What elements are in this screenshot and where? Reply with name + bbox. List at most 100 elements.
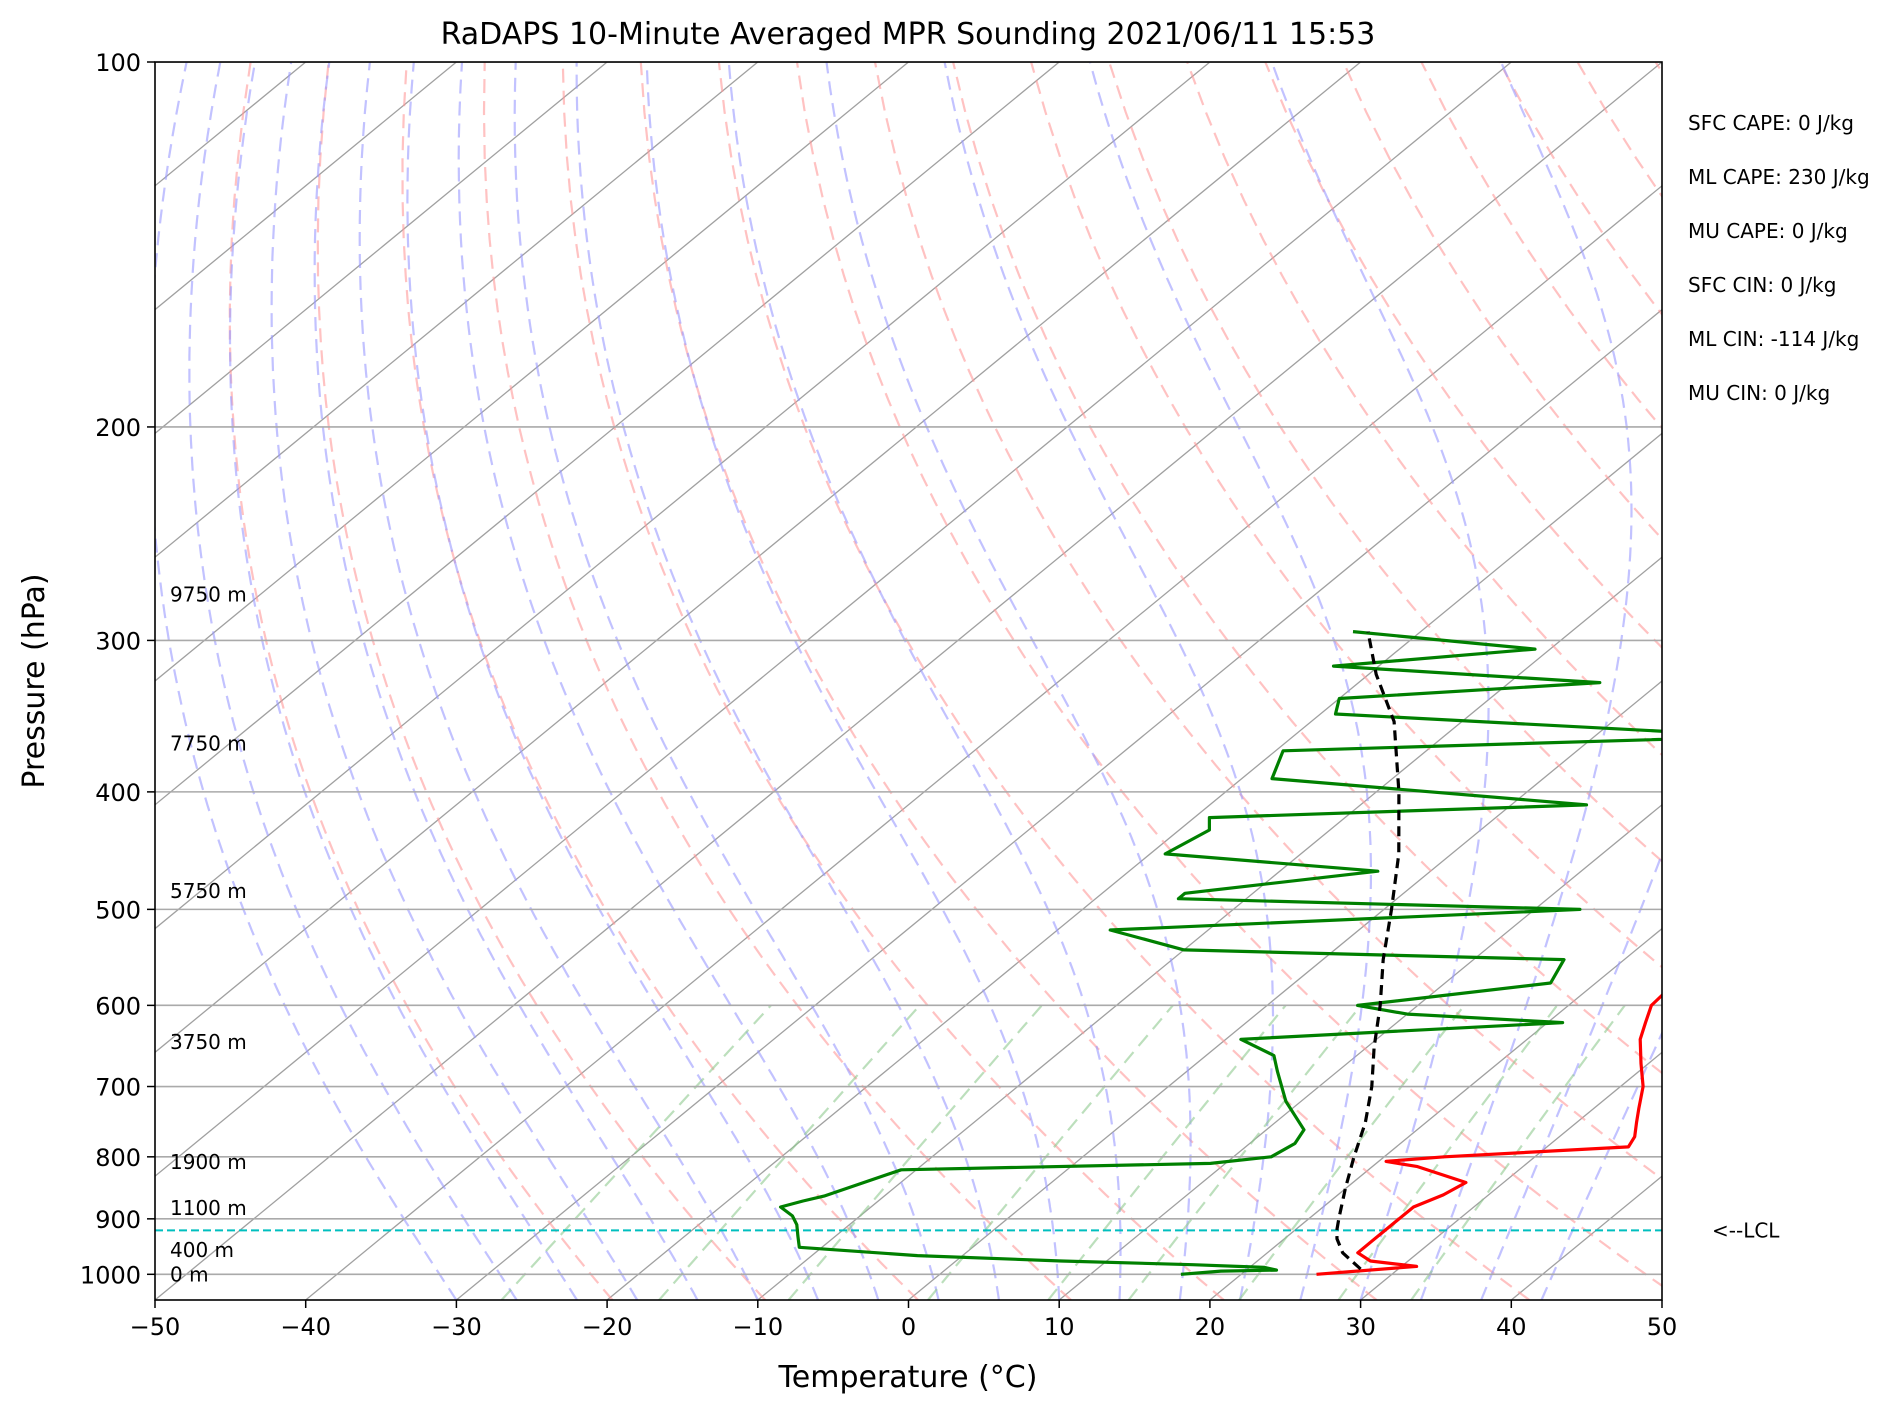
dewpoint-line [779,630,1662,1276]
moist-adiabat-line [1088,62,1372,1300]
isotherm-line [1209,927,1662,1300]
isotherm-line [155,62,1662,1300]
moist-adiabat-line [155,62,458,1300]
moist-adiabat-line [943,62,1275,1300]
y-tick-label: 600 [95,992,141,1020]
isotherm-line [155,62,909,682]
x-tick-label: 40 [1496,1313,1527,1341]
dry-adiabat-line [1264,62,1662,650]
isotherm-line [155,62,1362,1054]
mixing-ratio-line [1410,1004,1626,1300]
index-label: ML CAPE: 230 J/kg [1688,165,1870,189]
isotherm-line [757,556,1662,1300]
isotherm-line [908,680,1662,1300]
background-lines [155,62,1662,1300]
moist-adiabat-line [406,62,820,1300]
mixing-ratio-line [927,1004,1174,1300]
index-label: MU CIN: 0 J/kg [1688,381,1830,405]
isotherm-line [155,62,759,559]
index-label: ML CIN: -114 J/kg [1688,327,1859,351]
isotherm-line [1058,803,1662,1300]
chart-title: RaDAPS 10-Minute Averaged MPR Sounding 2… [441,17,1376,52]
isotherm-line [455,308,1662,1300]
dry-adiabat-line [795,62,1662,1288]
moist-adiabat-line [270,62,639,1300]
moist-adiabat-line [1270,62,1490,1300]
dry-adiabat-line [952,62,1662,1075]
x-tick-label: 20 [1195,1313,1226,1341]
height-label: 7750 m [170,732,247,756]
y-tick-label: 800 [95,1144,141,1172]
parcel-line [1335,631,1401,1271]
y-tick-label: 900 [95,1206,141,1234]
x-tick-label: −20 [582,1313,633,1341]
moist-adiabat-line [457,62,880,1300]
moist-adiabat-line [1419,62,1633,1300]
height-label: 9750 m [170,583,247,607]
index-label: SFC CIN: 0 J/kg [1688,273,1836,297]
y-axis-label: Pressure (hPa) [17,573,52,788]
isotherm-line [1360,1051,1662,1300]
x-tick-label: −10 [732,1313,783,1341]
mixing-ratio-line [658,1004,921,1300]
isotherm-line [155,62,1512,1178]
dry-adiabat-line [639,62,1378,1300]
isotherm-line [155,62,608,435]
x-tick-label: −40 [280,1313,331,1341]
moist-adiabat-line [1540,1030,1662,1300]
mixing-ratio-line [1127,1004,1362,1300]
y-tick-label: 400 [95,779,141,807]
profile-lines [779,630,1662,1276]
dry-adiabat-line [482,62,1072,1300]
height-label: 1100 m [170,1196,247,1220]
y-tick-label: 300 [95,627,141,655]
moist-adiabat-line [825,62,1192,1300]
moist-adiabat-line [1480,851,1662,1300]
axis-ticks: −50 −40 −30 −20 −10 0 10 20 30 40 50 100 200 300 400 50… [80,49,1677,1341]
moist-adiabat-line [727,62,1122,1300]
height-label: 400 m [170,1238,234,1262]
isotherm-line [155,62,457,311]
index-label: SFC CAPE: 0 J/kg [1688,111,1854,135]
dry-adiabat-line [1030,62,1662,969]
x-tick-label: −30 [431,1313,482,1341]
dry-adiabat-line [873,62,1662,1181]
temperature-line [1316,993,1662,1276]
height-label: 5750 m [170,879,247,903]
stability-indices: SFC CAPE: 0 J/kg ML CAPE: 230 J/kg MU CAPE… [1688,111,1870,405]
mixing-ratio-line [787,1004,1043,1300]
x-axis-label: Temperature (°C) [778,1360,1038,1395]
lcl-label: <--LCL [1712,1218,1780,1242]
moist-adiabat-line [358,62,759,1300]
y-tick-label: 700 [95,1074,141,1102]
x-tick-label: 30 [1345,1313,1376,1341]
height-label: 3750 m [170,1030,247,1054]
dry-adiabat-line [316,62,767,1300]
dry-adiabat-line [228,62,614,1300]
height-label: 0 m [170,1262,209,1286]
isotherm-line [155,62,1060,806]
moist-adiabat-line [575,62,1000,1300]
moist-adiabat-line [228,62,578,1300]
moist-adiabat-line [313,62,699,1300]
y-tick-label: 500 [95,896,141,924]
index-label: MU CAPE: 0 J/kg [1688,219,1848,243]
y-tick-label: 200 [95,414,141,442]
x-tick-label: 10 [1044,1313,1075,1341]
isobar-gridlines [155,62,1662,1276]
y-tick-label: 100 [95,49,141,77]
dry-adiabat-line [561,62,1225,1300]
moist-adiabat-line [513,62,940,1300]
moist-adiabat-line [645,62,1061,1300]
y-tick-label: 1000 [80,1261,141,1289]
isotherm-line [305,184,1662,1300]
mixing-ratio-line [1238,1004,1466,1300]
x-tick-label: 50 [1647,1313,1678,1341]
mixing-ratio-line [500,1004,772,1300]
mixing-ratio-line [1337,1004,1558,1300]
isotherm-line [606,432,1662,1300]
